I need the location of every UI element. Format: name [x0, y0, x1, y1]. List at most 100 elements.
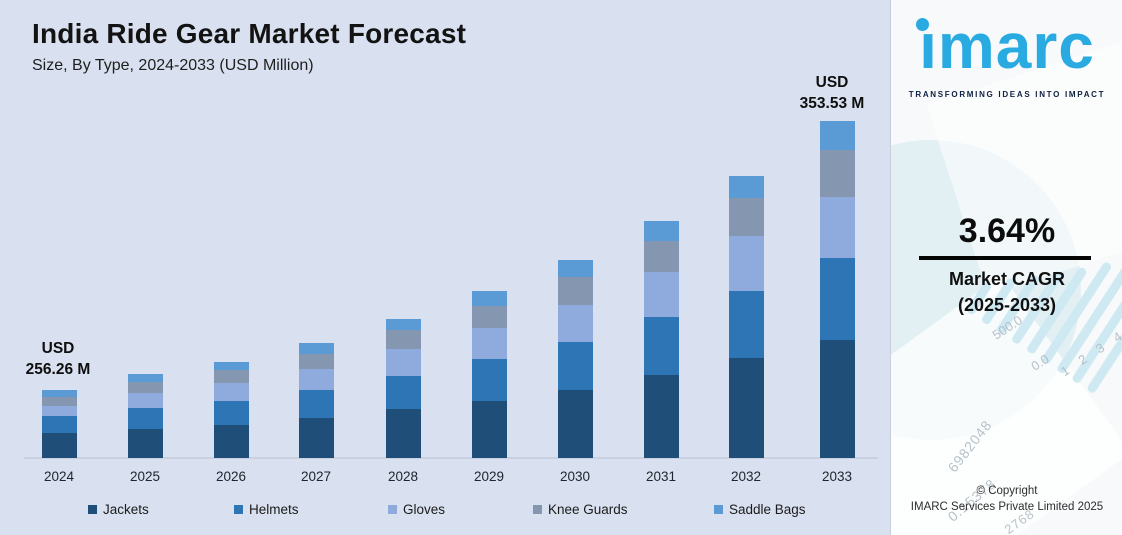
bar-2030-jackets	[557, 390, 593, 458]
bar-2025-helmets	[127, 408, 163, 429]
value-label-2033-currency: USD	[815, 74, 849, 91]
decorative-pie-shape	[891, 140, 1081, 440]
bar-2026-saddle-bags	[213, 362, 249, 370]
bar-2030-knee-guards	[557, 277, 593, 305]
bar-2026	[213, 362, 249, 458]
bar-2027-helmets	[298, 390, 334, 418]
bar-2031-knee-guards	[643, 241, 679, 272]
bar-2026-helmets	[213, 401, 249, 425]
legend-swatch-saddle-bags	[714, 505, 723, 514]
value-label-2024: USD 256.26 M	[0, 338, 123, 380]
legend-swatch-helmets	[234, 505, 243, 514]
bar-2033-jackets	[819, 340, 855, 458]
bar-2032-gloves	[728, 236, 764, 291]
watermark-number: 6982048	[944, 416, 995, 476]
bar-2028-knee-guards	[385, 330, 421, 349]
bar-2033-helmets	[819, 258, 855, 340]
cagr-label: Market CAGR	[948, 269, 1066, 289]
bar-2031-gloves	[643, 272, 679, 317]
bar-2025-gloves	[127, 393, 163, 408]
legend-swatch-knee-guards	[533, 505, 542, 514]
imarc-logo-text: ımarc	[919, 10, 1095, 82]
cagr-value: 3.64%	[958, 212, 1056, 250]
bar-2025	[127, 374, 163, 458]
bar-2027-knee-guards	[298, 354, 334, 369]
bar-2024-jackets	[41, 433, 77, 458]
bar-2029-saddle-bags	[471, 291, 507, 306]
x-tick-label-2031: 2031	[645, 469, 677, 484]
x-axis-line	[24, 457, 878, 459]
legend-item-gloves: Gloves	[388, 502, 445, 517]
imarc-logo-dot-icon	[916, 18, 929, 31]
bar-2032-saddle-bags	[728, 176, 764, 198]
copyright-line1: © Copyright	[976, 485, 1038, 497]
bar-2024-helmets	[41, 416, 77, 433]
bar-2027-jackets	[298, 418, 334, 458]
legend-item-jackets: Jackets	[88, 502, 149, 517]
x-tick-label-2028: 2028	[387, 469, 419, 484]
x-tick-label-2032: 2032	[730, 469, 762, 484]
watermark-number: 500.0	[989, 312, 1026, 343]
bar-2031-jackets	[643, 375, 679, 458]
bar-2026-gloves	[213, 383, 249, 401]
bar-2033-gloves	[819, 197, 855, 258]
decorative-stripe	[1086, 245, 1122, 395]
bar-2031-saddle-bags	[643, 221, 679, 241]
bar-2026-jackets	[213, 425, 249, 458]
bar-2027	[298, 343, 334, 458]
legend-item-saddle-bags: Saddle Bags	[714, 502, 806, 517]
bar-2029-helmets	[471, 359, 507, 401]
x-tick-label-2027: 2027	[300, 469, 332, 484]
legend-label-saddle-bags: Saddle Bags	[729, 502, 806, 517]
x-tick-label-2026: 2026	[215, 469, 247, 484]
chart-subtitle: Size, By Type, 2024-2033 (USD Million)	[32, 57, 314, 74]
page-title: India Ride Gear Market Forecast	[32, 18, 467, 49]
legend-label-helmets: Helmets	[249, 502, 299, 517]
bar-2030-helmets	[557, 342, 593, 390]
legend-swatch-jackets	[88, 505, 97, 514]
bar-2024-gloves	[41, 406, 77, 416]
bar-2028	[385, 319, 421, 458]
bar-2032	[728, 176, 764, 458]
value-label-2033-amount: 353.53 M	[799, 95, 865, 112]
x-tick-label-2030: 2030	[559, 469, 591, 484]
imarc-tagline: TRANSFORMING IDEAS INTO IMPACT	[908, 90, 1106, 99]
bar-2027-gloves	[298, 369, 334, 390]
watermark-number: 0.0	[1028, 351, 1052, 374]
cagr-divider	[919, 256, 1091, 260]
bar-2027-saddle-bags	[298, 343, 334, 354]
value-label-2024-amount: 256.26 M	[25, 361, 91, 378]
bar-2032-helmets	[728, 291, 764, 358]
bar-2028-jackets	[385, 409, 421, 458]
value-label-2033: USD 353.53 M	[767, 72, 897, 114]
bar-2030-saddle-bags	[557, 260, 593, 277]
watermark-number: 1 2 3 4	[1057, 325, 1122, 380]
plot-area: 2024 2025 2026 2027 2028 2029 2030 2031 2032 2033…	[24, 121, 878, 517]
imarc-logo: ımarc	[891, 14, 1122, 78]
bar-2029	[471, 291, 507, 458]
bar-2026-knee-guards	[213, 370, 249, 383]
legend-label-knee-guards: Knee Guards	[548, 502, 628, 517]
bar-2024-knee-guards	[41, 397, 77, 406]
x-tick-label-2025: 2025	[129, 469, 161, 484]
watermark-number: 0.15378	[944, 475, 1000, 525]
legend-item-helmets: Helmets	[234, 502, 299, 517]
bar-2029-jackets	[471, 401, 507, 458]
x-tick-label-2033: 2033	[821, 469, 853, 484]
bar-2024	[41, 390, 77, 458]
bar-2033-saddle-bags	[819, 121, 855, 150]
bar-2030-gloves	[557, 305, 593, 342]
bar-2024-saddle-bags	[41, 390, 77, 397]
bar-2032-jackets	[728, 358, 764, 458]
bar-2029-gloves	[471, 328, 507, 359]
bar-2033	[819, 121, 855, 458]
legend-label-jackets: Jackets	[103, 502, 149, 517]
chart-panel: India Ride Gear Market Forecast Size, By…	[0, 18, 878, 517]
bar-2025-knee-guards	[127, 382, 163, 393]
value-label-2024-currency: USD	[41, 340, 75, 357]
bar-2028-gloves	[385, 349, 421, 376]
x-tick-label-2029: 2029	[473, 469, 505, 484]
bar-2025-saddle-bags	[127, 374, 163, 382]
bar-2031-helmets	[643, 317, 679, 375]
